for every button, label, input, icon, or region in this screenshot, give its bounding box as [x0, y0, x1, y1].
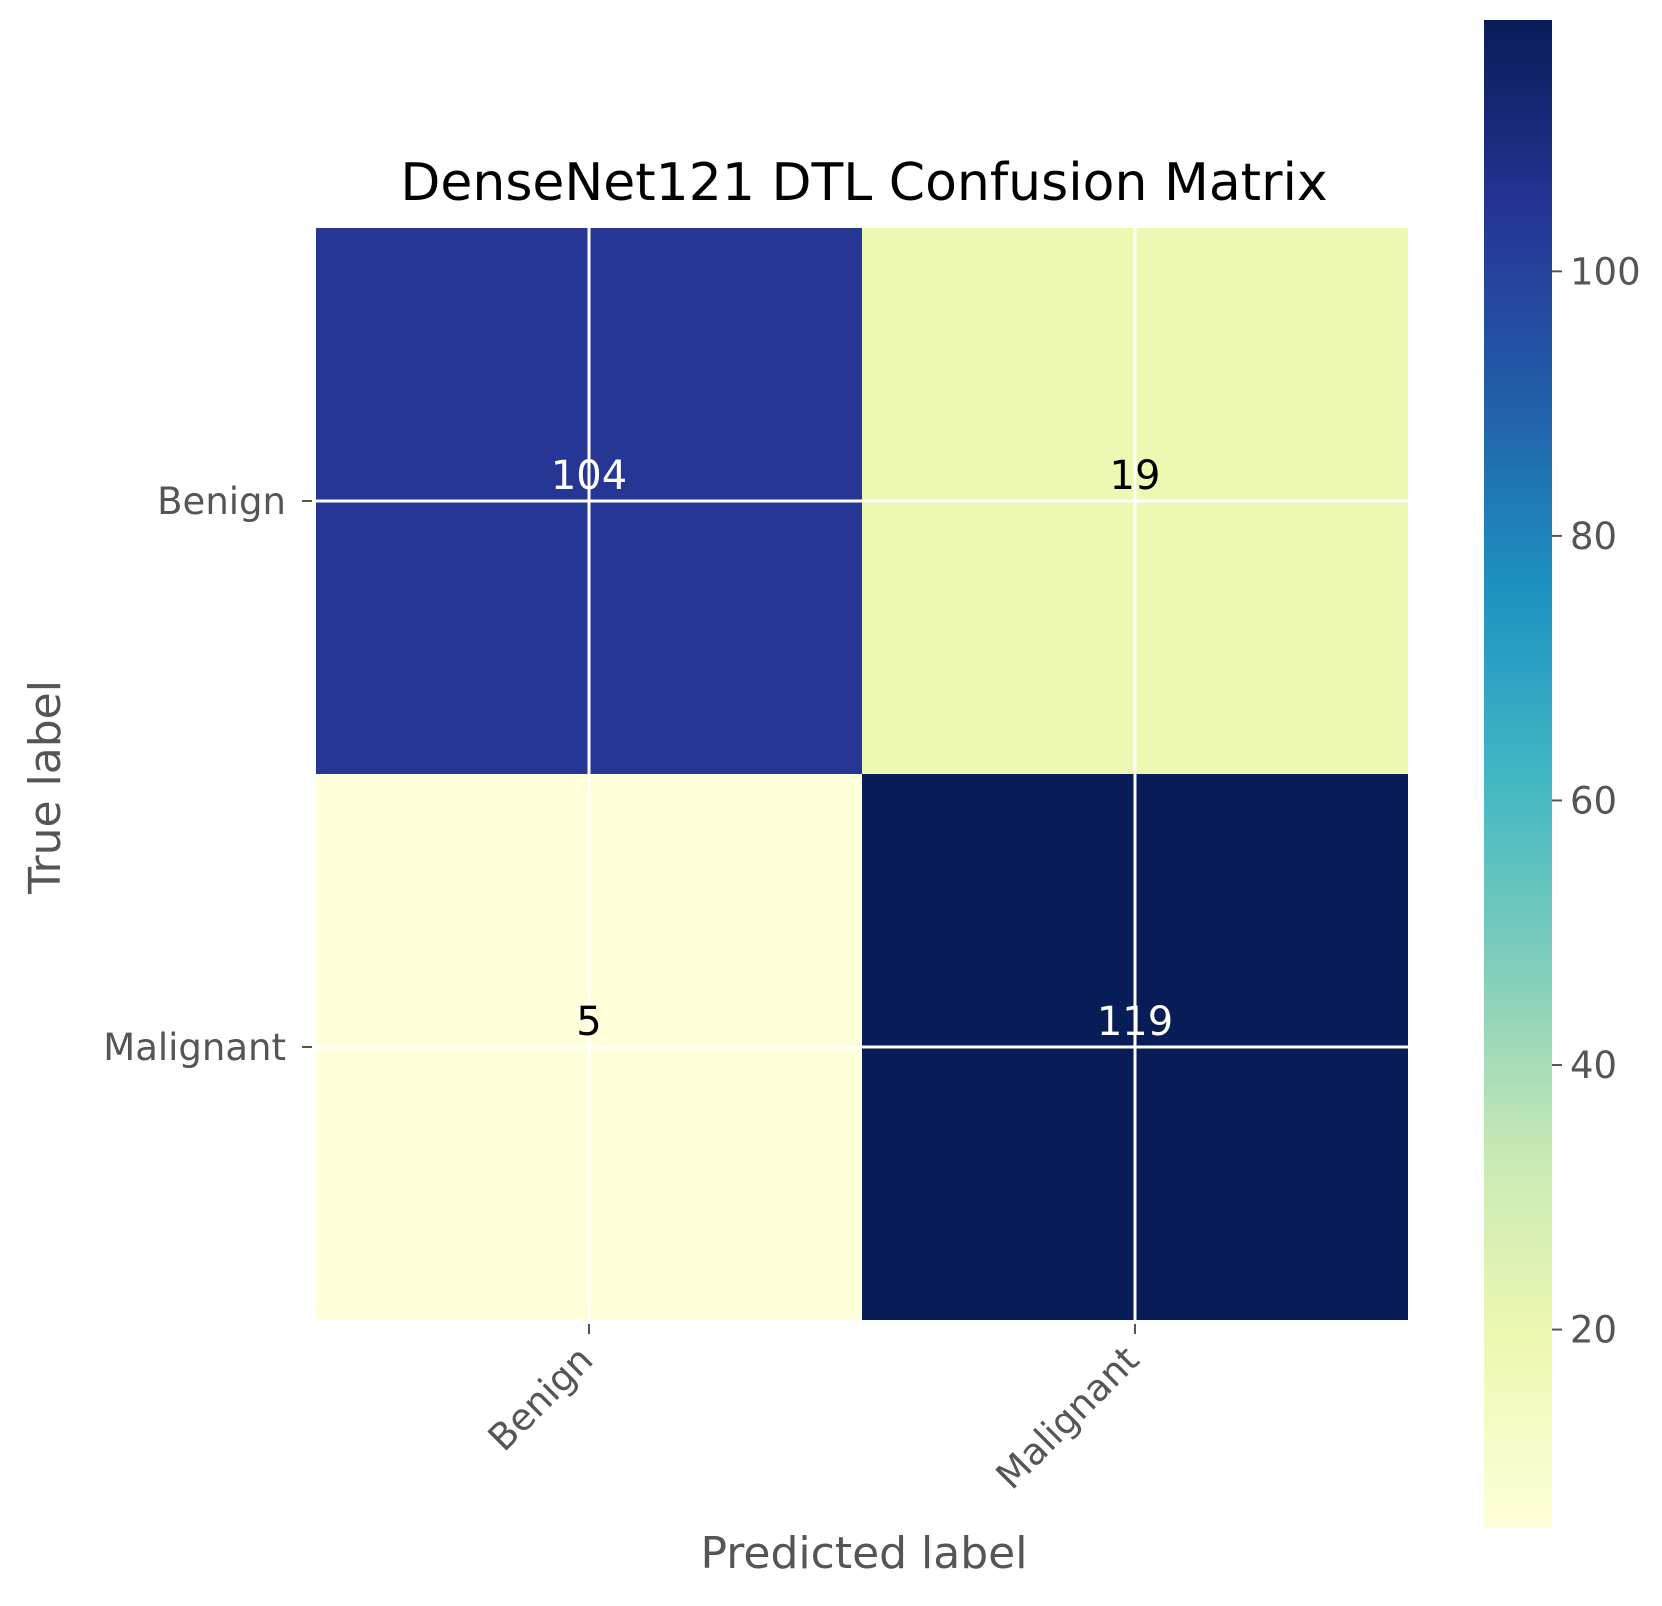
colorbar-tick-label: 80	[1570, 515, 1617, 558]
colorbar-tick-label: 40	[1570, 1044, 1617, 1087]
colorbar	[1484, 20, 1552, 1528]
y-axis-label: True label	[20, 680, 71, 895]
colorbar-tick-label: 20	[1570, 1309, 1617, 1352]
y-tick-label-benign: Benign	[157, 480, 286, 523]
cell-value-labels: 104 19 5 119	[551, 453, 1173, 1045]
y-tick-label-malignant: Malignant	[103, 1026, 286, 1069]
x-axis-label: Predicted label	[701, 1528, 1028, 1579]
colorbar-ticks: 20 40 60 80 100	[1552, 250, 1641, 1352]
x-tick-label-benign: Benign	[480, 1338, 602, 1460]
x-tick-label-malignant: Malignant	[988, 1338, 1148, 1498]
y-axis-ticks: Benign Malignant	[103, 480, 312, 1069]
cell-value-0-1: 19	[1110, 453, 1161, 499]
chart-title: DenseNet121 DTL Confusion Matrix	[400, 153, 1327, 213]
grid-lines	[316, 228, 1408, 1320]
cell-value-1-1: 119	[1097, 999, 1173, 1045]
cell-value-0-0: 104	[551, 453, 627, 499]
cell-value-1-0: 5	[576, 999, 601, 1045]
heatmap-cells	[316, 228, 1408, 1320]
x-axis-ticks: Benign Malignant	[480, 1324, 1148, 1498]
colorbar-tick-label: 60	[1570, 779, 1617, 822]
colorbar-tick-label: 100	[1570, 250, 1641, 293]
